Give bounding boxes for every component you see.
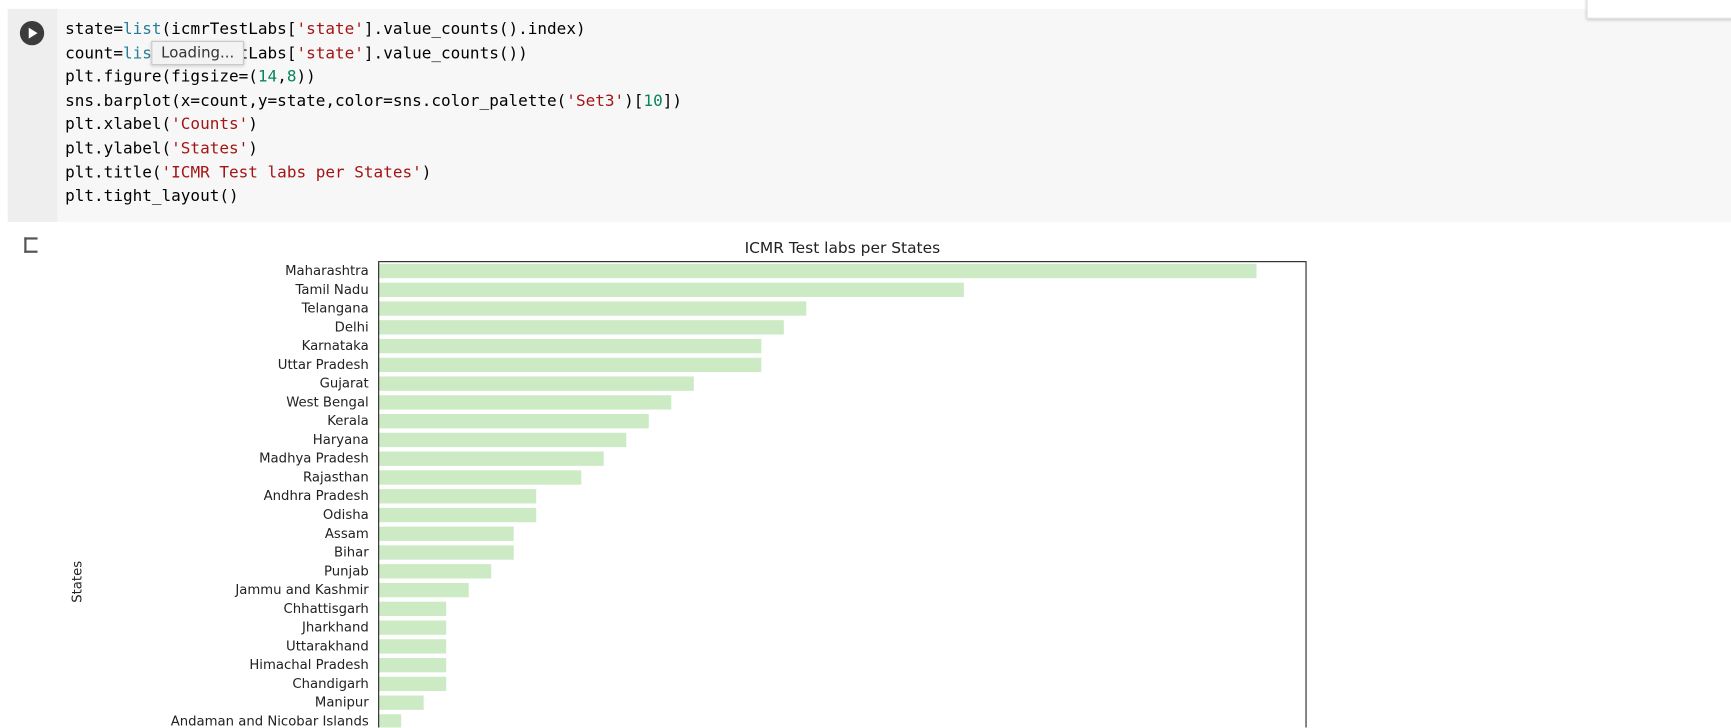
y-tick-label: Karnataka [302, 339, 369, 354]
bar [378, 582, 469, 598]
y-tick-label: Tamil Nadu [294, 283, 368, 298]
y-tick-label: Kerala [327, 414, 369, 429]
axes-frame [378, 261, 1307, 728]
y-tick-label: Chhattisgarh [284, 602, 369, 617]
y-tick-label: Jharkhand [301, 621, 369, 636]
bar [378, 507, 537, 523]
bar [378, 357, 762, 373]
run-button[interactable] [19, 20, 45, 46]
bar [378, 657, 447, 673]
y-tick-label: Uttar Pradesh [278, 358, 369, 373]
y-tick-label: Uttarakhand [286, 639, 369, 654]
y-tick-label: Gujarat [320, 377, 369, 392]
y-tick-label: Punjab [324, 564, 369, 579]
code-line: sns.barplot(x=count,y=state,color=sns.co… [65, 92, 682, 111]
bar [378, 564, 492, 579]
code-line: plt.title('ICMR Test labs per States') [65, 164, 432, 182]
loading-tooltip: Loading... [151, 40, 245, 66]
bar [378, 320, 784, 335]
code-cell[interactable] [7, 8, 1731, 222]
bar [378, 338, 762, 354]
code-line: plt.tight_layout() [65, 187, 239, 206]
cell-toolbar[interactable] [1586, 0, 1731, 19]
bar [378, 376, 694, 391]
y-tick-label: Manipur [315, 696, 369, 711]
output-icon[interactable] [24, 237, 38, 253]
y-tick-label: Madhya Pradesh [259, 452, 369, 467]
bar [378, 282, 964, 297]
code-line: plt.xlabel('Counts') [65, 116, 258, 135]
y-tick-label: Assam [325, 527, 369, 542]
bar [378, 545, 514, 560]
bar [378, 639, 447, 654]
y-tick-label: Andaman and Nicobar Islands [171, 714, 369, 727]
bar [378, 301, 807, 316]
y-tick-label: Himachal Pradesh [249, 658, 368, 673]
bar [378, 620, 447, 635]
bar [378, 414, 649, 429]
bar [378, 470, 582, 485]
y-tick-label: Telangana [301, 302, 369, 317]
code-line: plt.ylabel('States') [65, 140, 258, 158]
y-tick-label: Haryana [313, 433, 369, 448]
bar [378, 451, 604, 466]
y-tick-label: Delhi [335, 320, 369, 335]
code-line: plt.figure(figsize=(14,8)) [65, 68, 316, 87]
bar [378, 432, 627, 448]
bar [378, 395, 672, 410]
y-tick-label: Andhra Pradesh [264, 489, 369, 504]
y-tick-label: Rajasthan [303, 470, 369, 485]
bar [378, 601, 447, 617]
bar [378, 526, 514, 541]
y-tick-label: West Bengal [286, 395, 369, 410]
code-line: state=list(icmrTestLabs['state'].value_c… [65, 20, 586, 39]
bar [378, 263, 1257, 279]
bar [378, 489, 537, 504]
chart-title: ICMR Test labs per States [745, 239, 941, 257]
y-tick-label: Jammu and Kashmir [234, 583, 369, 598]
y-tick-label: Chandigarh [292, 677, 368, 692]
y-axis-label: States [70, 561, 85, 603]
bar [378, 695, 424, 710]
bar [378, 676, 447, 692]
y-tick-label: Bihar [334, 546, 369, 561]
y-tick-label: Odisha [323, 508, 369, 523]
bar [378, 714, 402, 728]
y-tick-label: Maharashtra [285, 264, 369, 279]
